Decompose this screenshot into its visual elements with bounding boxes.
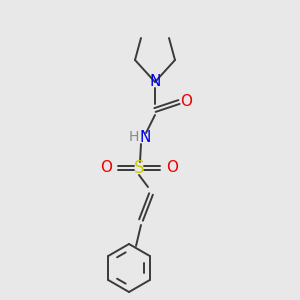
Text: O: O (100, 160, 112, 175)
Text: S: S (134, 159, 144, 177)
Text: O: O (166, 160, 178, 175)
Text: H: H (129, 130, 139, 144)
Text: O: O (180, 94, 192, 109)
Text: N: N (149, 74, 161, 89)
Text: N: N (139, 130, 151, 146)
